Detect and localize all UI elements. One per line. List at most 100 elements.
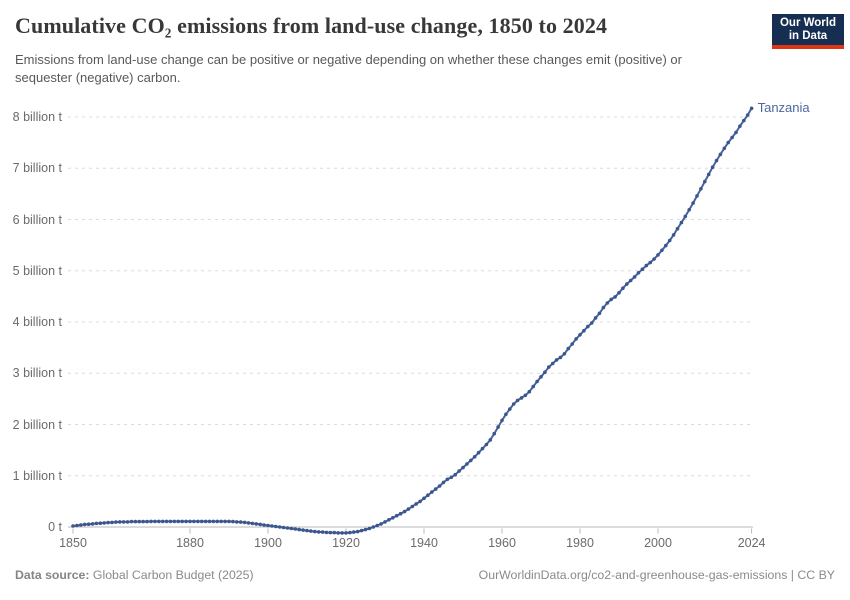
data-point xyxy=(480,446,485,451)
data-point xyxy=(449,475,454,480)
data-point xyxy=(359,528,364,533)
data-point xyxy=(675,226,680,231)
data-point xyxy=(652,257,656,261)
data-point xyxy=(371,525,376,529)
data-point xyxy=(270,524,274,528)
data-point xyxy=(426,493,430,498)
data-point xyxy=(410,504,415,509)
data-point xyxy=(519,396,524,400)
data-point xyxy=(192,519,196,524)
data-point xyxy=(476,450,481,455)
data-point xyxy=(605,301,610,305)
data-point xyxy=(102,521,106,525)
data-point xyxy=(625,282,629,286)
data-point xyxy=(90,522,95,526)
data-point xyxy=(184,519,188,524)
data-point xyxy=(274,524,278,529)
data-point xyxy=(547,365,551,369)
data-point xyxy=(617,291,621,295)
y-axis-tick-label: 7 billion t xyxy=(12,161,62,176)
data-point xyxy=(293,527,298,531)
data-point xyxy=(671,233,676,237)
data-point xyxy=(316,530,321,534)
owid-logo[interactable]: Our World in Data xyxy=(772,14,844,49)
attribution-link[interactable]: OurWorldinData.org/co2-and-greenhouse-ga… xyxy=(478,568,835,582)
data-point xyxy=(207,519,212,524)
data-point xyxy=(289,526,294,531)
data-point xyxy=(324,530,329,535)
data-point xyxy=(211,519,216,524)
data-point xyxy=(215,519,220,524)
series-label-tanzania[interactable]: Tanzania xyxy=(757,100,810,116)
data-point xyxy=(301,528,305,532)
data-point xyxy=(235,520,239,524)
data-point xyxy=(531,384,535,389)
data-point xyxy=(180,519,184,524)
data-point xyxy=(578,333,582,337)
data-point xyxy=(687,208,691,212)
data-point xyxy=(465,462,469,466)
data-point xyxy=(488,438,493,442)
chart-title: Cumulative CO₂ emissions from land-use c… xyxy=(15,13,608,38)
data-point xyxy=(110,520,114,525)
data-point xyxy=(706,172,711,177)
data-point xyxy=(742,118,746,123)
data-point xyxy=(285,526,290,530)
y-axis-tick-label: 5 billion t xyxy=(12,263,62,278)
x-axis-tick-label: 1940 xyxy=(410,536,438,550)
data-point xyxy=(691,201,695,205)
owid-logo-line1: Our World xyxy=(779,16,836,29)
data-point xyxy=(679,220,684,225)
data-line-tanzania xyxy=(72,107,753,534)
data-point xyxy=(710,165,715,169)
data-point xyxy=(125,520,130,524)
data-source-note: Data source: Global Carbon Budget (2025) xyxy=(15,568,254,582)
data-point xyxy=(75,523,79,528)
data-point xyxy=(749,106,754,111)
data-point xyxy=(695,194,699,198)
data-point xyxy=(418,499,422,504)
data-point xyxy=(231,519,235,524)
data-point xyxy=(157,519,161,524)
x-axis-tick-label: 1960 xyxy=(488,536,516,550)
data-point xyxy=(258,522,263,527)
data-point xyxy=(82,522,87,527)
data-point xyxy=(313,529,317,534)
data-point xyxy=(172,519,177,524)
data-point xyxy=(722,146,727,151)
data-point xyxy=(539,375,543,379)
data-point xyxy=(570,342,574,346)
data-point xyxy=(340,531,344,535)
data-point xyxy=(632,275,637,279)
data-point xyxy=(496,425,500,429)
data-point xyxy=(660,248,664,253)
data-point xyxy=(254,522,259,526)
data-point xyxy=(277,525,282,529)
data-point xyxy=(683,214,688,219)
data-point xyxy=(714,158,719,163)
data-point xyxy=(543,370,547,375)
x-axis-tick-label: 1900 xyxy=(254,536,282,550)
y-axis-tick-label: 8 billion t xyxy=(12,110,62,124)
data-point xyxy=(121,520,126,524)
data-point xyxy=(375,523,380,528)
data-point xyxy=(535,379,539,384)
y-axis-tick-label: 3 billion t xyxy=(12,366,62,381)
data-point xyxy=(176,519,181,524)
data-point xyxy=(137,519,142,524)
data-point xyxy=(332,530,337,535)
data-point xyxy=(527,389,532,394)
data-point xyxy=(153,519,157,524)
data-point xyxy=(363,527,368,532)
data-point xyxy=(718,152,723,157)
chart-subtitle: Emissions from land-use change can be po… xyxy=(15,52,682,86)
y-axis-tick-label: 0 t xyxy=(48,520,62,534)
data-point xyxy=(734,130,738,135)
data-point xyxy=(566,346,571,351)
data-point xyxy=(453,472,458,477)
data-point xyxy=(196,519,200,524)
data-point xyxy=(472,455,477,459)
data-point xyxy=(433,487,438,491)
